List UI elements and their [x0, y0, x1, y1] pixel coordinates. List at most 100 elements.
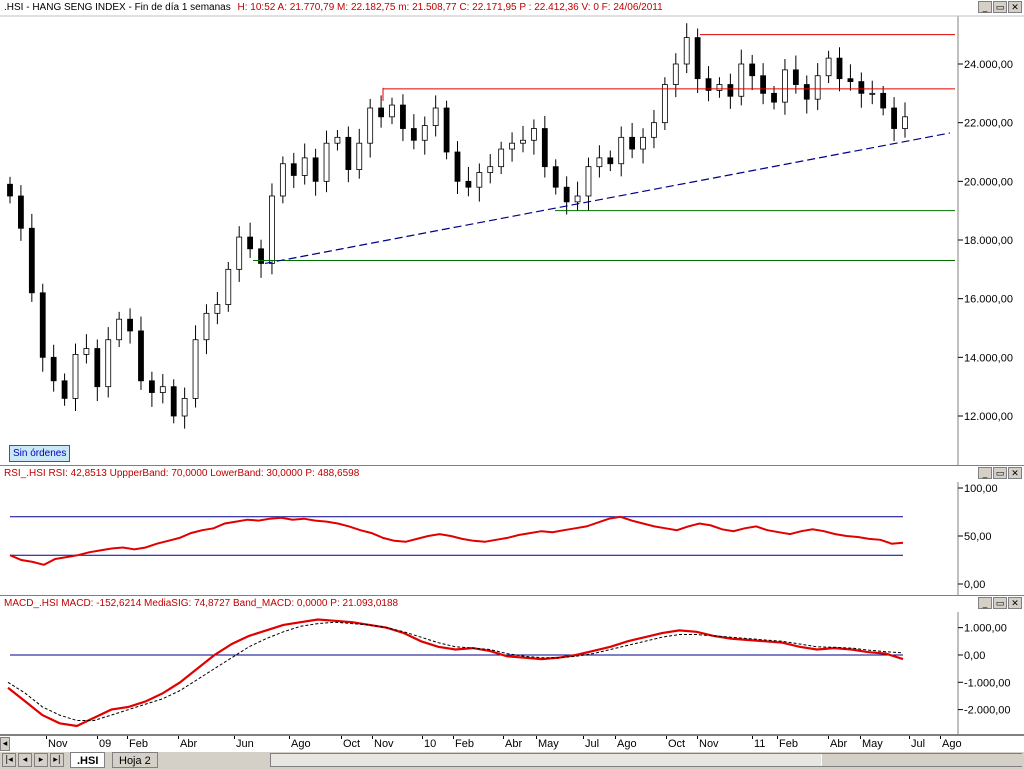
close-icon[interactable]: ✕	[1008, 597, 1022, 609]
pane-stats: H: 10:52 A: 21.770,79 M: 22.182,75 m: 21…	[237, 2, 663, 13]
x-axis-tick	[422, 736, 423, 739]
horizontal-scrollbar[interactable]	[270, 753, 1022, 767]
x-axis-tick	[372, 736, 373, 739]
minimize-icon[interactable]: _	[978, 597, 992, 609]
x-axis-tick	[828, 736, 829, 739]
x-axis-label: Oct	[343, 738, 361, 750]
candle-body	[869, 92, 876, 95]
candle-body	[814, 75, 821, 100]
price-y-tick-label: 18.000,00	[964, 235, 1013, 247]
candle-body	[61, 380, 68, 399]
candle-body	[825, 57, 832, 77]
price-y-tick-label: 22.000,00	[964, 118, 1013, 130]
scroll-left-icon[interactable]: ◂	[0, 737, 10, 751]
x-axis-label: Ago	[942, 738, 962, 750]
x-axis-tick	[503, 736, 504, 739]
candle-body	[345, 136, 352, 170]
candle-body	[203, 312, 210, 341]
x-axis-label: Abr	[180, 738, 198, 750]
candle-body	[782, 69, 788, 103]
price-y-tick-label: 16.000,00	[964, 294, 1013, 306]
candle-body	[585, 166, 592, 197]
prev-sheet-icon[interactable]: ◂	[18, 753, 32, 767]
close-icon[interactable]: ✕	[1008, 467, 1022, 479]
candle-body	[432, 107, 439, 127]
candle-body	[541, 128, 548, 168]
candle-body	[836, 57, 843, 80]
first-sheet-icon[interactable]: |◂	[2, 753, 16, 767]
scrollbar-thumb[interactable]	[821, 754, 1022, 766]
minimize-icon[interactable]: _	[978, 467, 992, 479]
macd-y-tick-label: 1.000,00	[964, 623, 1007, 635]
candle-body	[389, 104, 395, 118]
x-axis-label: Jun	[236, 738, 254, 750]
candle-body	[498, 148, 505, 168]
orders-status-badge[interactable]: Sin órdenes	[9, 445, 71, 462]
candle-body	[520, 139, 526, 144]
pane-title-prefix: .HSI - HANG SENG INDEX - Fin de día 1 se…	[4, 2, 231, 13]
candle-body	[269, 195, 275, 264]
rsi-y-tick-label: 100,00	[964, 483, 998, 495]
close-icon[interactable]: ✕	[1008, 1, 1022, 13]
x-axis-label: Nov	[374, 738, 394, 750]
x-axis-tick	[341, 736, 342, 739]
x-axis-label: Jul	[911, 738, 926, 750]
x-axis-label: Feb	[129, 738, 148, 750]
x-axis-label: Ago	[291, 738, 311, 750]
x-axis-label: 11	[754, 738, 766, 750]
tab-hsi[interactable]: .HSI	[70, 752, 106, 768]
restore-icon[interactable]: ▭	[993, 1, 1007, 13]
candle-body	[236, 236, 243, 270]
x-axis-label: Feb	[779, 738, 798, 750]
x-axis-tick	[909, 736, 910, 739]
candle-body	[618, 136, 625, 165]
rsi-chart[interactable]: 100,00 50,00 0,00	[0, 466, 1024, 595]
x-axis-tick	[777, 736, 778, 739]
rsi-window-controls: _ ▭ ✕	[978, 467, 1022, 479]
candle-body	[465, 180, 472, 188]
candle-body	[334, 136, 341, 144]
candle-body	[749, 63, 756, 77]
trend-line	[264, 132, 951, 265]
x-axis-tick	[583, 736, 584, 739]
candle-body	[803, 84, 810, 100]
x-axis-label: May	[862, 738, 883, 750]
candle-body	[50, 356, 57, 382]
candle-body	[792, 69, 799, 85]
macd-chart[interactable]: 1.000,00 0,00 -1.000,00 -2.000,00	[0, 596, 1024, 734]
candle-body	[705, 78, 712, 91]
last-sheet-icon[interactable]: ▸|	[50, 753, 64, 767]
x-axis-label: Jul	[585, 738, 600, 750]
candle-body	[105, 339, 112, 388]
tab-hoja-2[interactable]: Hoja 2	[112, 752, 158, 768]
candle-body	[148, 380, 155, 393]
candle-body	[880, 92, 887, 109]
minimize-icon[interactable]: _	[978, 1, 992, 13]
rsi-pane-title: RSI_.HSI RSI: 42,8513 UppperBand: 70,000…	[4, 468, 360, 479]
candle-body	[738, 63, 745, 97]
x-axis-label: 09	[99, 738, 112, 750]
candle-body	[771, 92, 777, 103]
candle-body	[290, 163, 297, 176]
x-axis-tick	[860, 736, 861, 739]
time-axis: ◂ Nov 09 Feb Abr Jun Ago Oct Nov 10 Feb Abr May Jul A…	[0, 735, 1024, 752]
candle-body	[116, 318, 123, 341]
next-sheet-icon[interactable]: ▸	[34, 753, 48, 767]
candle-body	[83, 348, 90, 355]
macd-pane-title: MACD_.HSI MACD: -152,6214 MediaSIG: 74,8…	[4, 598, 399, 609]
x-axis-label: Oct	[668, 738, 686, 750]
x-axis-tick	[178, 736, 179, 739]
restore-icon[interactable]: ▭	[993, 467, 1007, 479]
restore-icon[interactable]: ▭	[993, 597, 1007, 609]
price-y-tick-label: 12.000,00	[964, 411, 1013, 423]
price-chart[interactable]: 12.000,00 14.000,00 16.000,00 18.000,00 20.0…	[0, 0, 1024, 465]
x-axis-label: Nov	[48, 738, 68, 750]
x-axis-label: Nov	[699, 738, 719, 750]
x-axis-tick	[234, 736, 235, 739]
candle-body	[138, 330, 144, 382]
candle-body	[847, 78, 854, 82]
x-axis-tick	[97, 736, 98, 739]
candle-body	[716, 84, 723, 91]
candle-body	[727, 84, 734, 97]
x-axis-tick	[697, 736, 698, 739]
